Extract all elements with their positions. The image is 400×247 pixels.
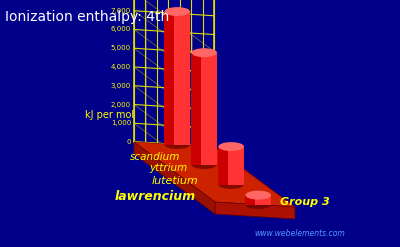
Text: 1,000: 1,000 bbox=[111, 120, 131, 126]
Text: www.webelements.com: www.webelements.com bbox=[255, 229, 345, 238]
Ellipse shape bbox=[191, 160, 217, 169]
Polygon shape bbox=[201, 53, 217, 165]
Text: 4,000: 4,000 bbox=[111, 64, 131, 70]
Text: scandium: scandium bbox=[130, 152, 180, 162]
Text: lawrencium: lawrencium bbox=[114, 189, 196, 203]
Text: 7,000: 7,000 bbox=[111, 8, 131, 14]
Ellipse shape bbox=[218, 142, 244, 151]
Polygon shape bbox=[164, 12, 174, 144]
Ellipse shape bbox=[245, 191, 271, 200]
Polygon shape bbox=[215, 202, 295, 219]
Polygon shape bbox=[134, 142, 295, 207]
Polygon shape bbox=[192, 53, 201, 165]
Text: 5,000: 5,000 bbox=[111, 45, 131, 51]
Ellipse shape bbox=[164, 7, 190, 16]
Ellipse shape bbox=[218, 180, 244, 189]
Text: 2,000: 2,000 bbox=[111, 102, 131, 107]
Polygon shape bbox=[228, 146, 244, 185]
Text: lutetium: lutetium bbox=[152, 176, 198, 186]
Text: 6,000: 6,000 bbox=[111, 26, 131, 33]
Ellipse shape bbox=[191, 48, 217, 57]
Polygon shape bbox=[246, 195, 255, 205]
Text: 0: 0 bbox=[126, 139, 131, 145]
Text: kJ per mol: kJ per mol bbox=[86, 110, 134, 120]
Text: 3,000: 3,000 bbox=[111, 83, 131, 89]
Polygon shape bbox=[174, 12, 190, 144]
Text: Ionization enthalpy: 4th: Ionization enthalpy: 4th bbox=[5, 10, 169, 24]
Text: yttrium: yttrium bbox=[149, 163, 187, 173]
Text: Group 3: Group 3 bbox=[280, 197, 330, 207]
Polygon shape bbox=[218, 146, 228, 185]
Polygon shape bbox=[255, 195, 271, 205]
Polygon shape bbox=[134, 142, 215, 214]
Ellipse shape bbox=[164, 140, 190, 149]
Ellipse shape bbox=[245, 200, 271, 209]
